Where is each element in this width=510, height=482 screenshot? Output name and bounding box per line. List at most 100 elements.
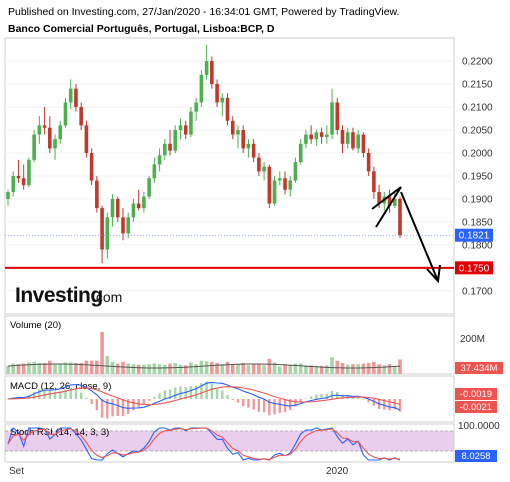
macd-hist-bar: [184, 387, 187, 399]
candle-body: [272, 180, 277, 204]
candle-body: [126, 217, 131, 234]
candle-body: [204, 61, 209, 75]
candle-body: [309, 134, 313, 140]
support-label: 0.1750: [459, 263, 490, 274]
volume-bar: [210, 361, 214, 374]
macd-hist-bar: [294, 399, 297, 407]
candle-body: [27, 159, 31, 186]
candle-body: [356, 134, 360, 149]
candle-body: [283, 178, 287, 190]
macd-hist-bar: [48, 390, 52, 399]
candle-body: [251, 143, 256, 158]
candle-body: [142, 196, 146, 209]
candle-body: [398, 198, 402, 236]
macd-hist-bar: [273, 399, 276, 415]
candle-body: [32, 134, 36, 160]
volume-bar: [246, 365, 251, 374]
volume-moving-average: [7, 363, 401, 369]
macd-hist-bar: [367, 399, 370, 403]
volume-bar: [309, 365, 313, 374]
candle-body: [115, 198, 120, 218]
volume-bar: [398, 359, 402, 374]
volume-bar: [152, 363, 157, 374]
candle-body: [288, 180, 293, 190]
candle-body: [42, 125, 47, 128]
volume-bar: [37, 363, 42, 374]
candle-body: [157, 155, 162, 165]
candle-body: [48, 127, 52, 149]
price-tick-label: 0.2150: [462, 80, 493, 91]
macd-hist-bar: [43, 388, 46, 399]
volume-bar: [142, 364, 146, 374]
macd-hist-bar: [200, 383, 203, 399]
macd-hist-bar: [226, 395, 229, 399]
volume-bar: [272, 362, 277, 374]
macd-hist-bar: [231, 399, 234, 400]
macd-hist-bar: [383, 399, 386, 410]
macd-hist-bar: [27, 395, 31, 399]
macd-hist-bar: [153, 396, 156, 399]
macd-hist-bar: [142, 399, 146, 405]
macd-hist-bar: [38, 389, 41, 399]
candle-body: [199, 74, 204, 103]
stoch-value-label: 8.0258: [461, 451, 490, 462]
macd-hist-bar: [210, 383, 214, 399]
volume-bar: [277, 366, 282, 374]
candle-body: [351, 132, 355, 149]
macd-hist-bar: [372, 399, 376, 406]
volume-bar: [110, 361, 115, 374]
candle-body: [173, 130, 178, 151]
price-tick-label: 0.1900: [462, 194, 493, 205]
candle-body: [152, 164, 157, 179]
macd-hist-bar: [315, 394, 318, 399]
macd-hist-bar: [6, 399, 10, 400]
volume-bar: [356, 364, 360, 374]
candle-body: [105, 217, 110, 250]
macd-hist-bar: [262, 399, 266, 413]
volume-bar: [105, 356, 110, 374]
macd-hist-bar: [147, 399, 151, 401]
candle-body: [215, 84, 219, 103]
macd-hist-bar: [320, 394, 323, 399]
candle-body: [100, 208, 104, 250]
macd-hist-bar: [351, 397, 355, 399]
macd-hist-bar: [299, 399, 302, 403]
stoch-label: Stoch RSI (14, 14, 3, 3): [10, 427, 109, 438]
macd-hist-bar: [398, 399, 402, 412]
candle-body: [225, 97, 230, 121]
macd-hist-bar: [127, 399, 130, 414]
candle-body: [189, 111, 193, 135]
macd-hist-bar: [64, 389, 67, 399]
price-tick-label: 0.2000: [462, 148, 493, 159]
macd-line: [7, 381, 401, 411]
volume-bar: [131, 364, 136, 374]
candle-body: [304, 134, 308, 144]
macd-pane-frame: [4, 375, 455, 423]
price-tick-label: 0.1800: [462, 240, 493, 251]
volume-bar: [79, 363, 83, 374]
arrow-shaft: [400, 191, 439, 282]
candle-body: [53, 139, 57, 149]
candle-body: [277, 178, 282, 181]
volume-bar: [194, 364, 198, 374]
volume-bar: [126, 363, 131, 374]
candle-body: [168, 143, 172, 151]
candle-body: [6, 192, 10, 199]
volume-axis-tick: 200M: [460, 334, 485, 345]
volume-bar: [251, 364, 256, 374]
macd-hist-bar: [278, 399, 281, 413]
price-tick-label: 0.1950: [462, 171, 493, 182]
stoch-value-tag: [455, 450, 497, 462]
signal-line: [7, 386, 401, 406]
candle-body: [210, 61, 214, 85]
candle-body: [372, 171, 376, 193]
macd-hist-bar: [168, 389, 172, 399]
volume-bar: [48, 360, 52, 374]
macd-hist-bar: [79, 392, 83, 399]
price-tick-label: 0.1700: [462, 286, 493, 297]
volume-bar: [157, 364, 162, 374]
macd-hist-bar: [257, 399, 261, 412]
volume-bar: [288, 364, 293, 374]
candle-series: [6, 45, 402, 264]
